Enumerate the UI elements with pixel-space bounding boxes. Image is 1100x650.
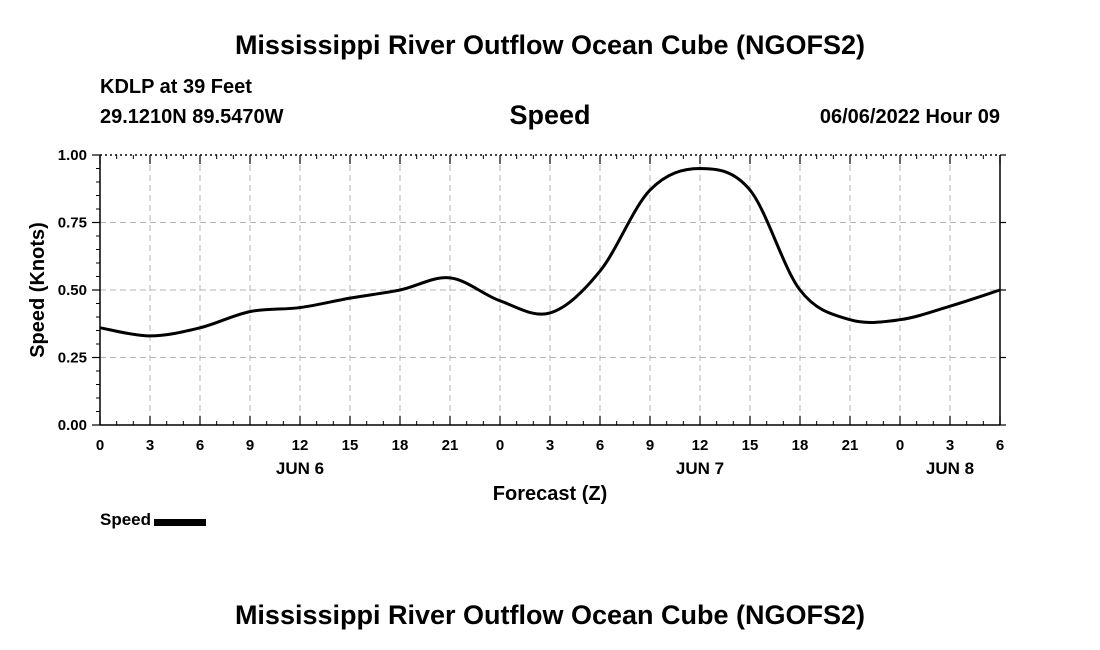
- repeated-chart-title: Mississippi River Outflow Ocean Cube (NG…: [234, 600, 866, 630]
- chart-series: [99, 167, 1001, 338]
- station-label: KDLP at 39 Feet: [100, 76, 252, 98]
- x-tick-label: 21: [442, 437, 459, 454]
- x-tick-label: 3: [546, 437, 554, 454]
- y-tick-label: 0.75: [58, 215, 87, 232]
- x-tick-label: 15: [742, 437, 759, 454]
- y-tick-label: 0.00: [58, 417, 87, 434]
- x-tick-label: 9: [646, 437, 654, 454]
- chart-legend: Speed: [100, 510, 207, 530]
- x-tick-label: 6: [996, 437, 1004, 454]
- x-tick-label: 3: [146, 437, 154, 454]
- grid-lines: [100, 155, 1000, 425]
- x-tick-label: 12: [292, 437, 309, 454]
- day-label: JUN 8: [926, 459, 974, 478]
- day-label: JUN 7: [676, 459, 724, 478]
- x-axis-title: Forecast (Z): [493, 483, 607, 505]
- chart-subtitle: Speed: [509, 100, 591, 130]
- series-line-speed: [99, 167, 1001, 338]
- y-tick-label: 0.50: [58, 282, 87, 299]
- x-tick-label: 0: [896, 437, 904, 454]
- x-tick-label: 6: [596, 437, 604, 454]
- y-tick-label: 0.25: [58, 350, 87, 367]
- legend-swatch-speed: [154, 518, 207, 526]
- x-tick-label: 18: [392, 437, 409, 454]
- y-tick-label: 1.00: [58, 147, 87, 164]
- axis-labels: 0 3 6 9 12 15 18 21 0 3 6 9 12 15 18 21 0 3 6 0.00 0.25 0.50 0…: [58, 147, 1004, 478]
- x-tick-label: 0: [496, 437, 504, 454]
- station-coordinates: 29.1210N 89.5470W: [100, 106, 284, 128]
- x-tick-label: 12: [692, 437, 709, 454]
- chart-main-title: Mississippi River Outflow Ocean Cube (NG…: [234, 30, 866, 60]
- x-tick-label: 9: [246, 437, 254, 454]
- x-tick-label: 0: [96, 437, 104, 454]
- x-tick-label: 6: [196, 437, 204, 454]
- day-label: JUN 6: [276, 459, 324, 478]
- x-tick-label: 21: [842, 437, 859, 454]
- legend-label-speed: Speed: [100, 510, 152, 529]
- y-axis-title: Speed (Knots): [27, 222, 49, 358]
- x-tick-label: 18: [792, 437, 809, 454]
- chart-axes: [92, 154, 1006, 426]
- x-tick-label: 3: [946, 437, 954, 454]
- forecast-datetime: 06/06/2022 Hour 09: [819, 106, 1000, 128]
- x-tick-label: 15: [342, 437, 359, 454]
